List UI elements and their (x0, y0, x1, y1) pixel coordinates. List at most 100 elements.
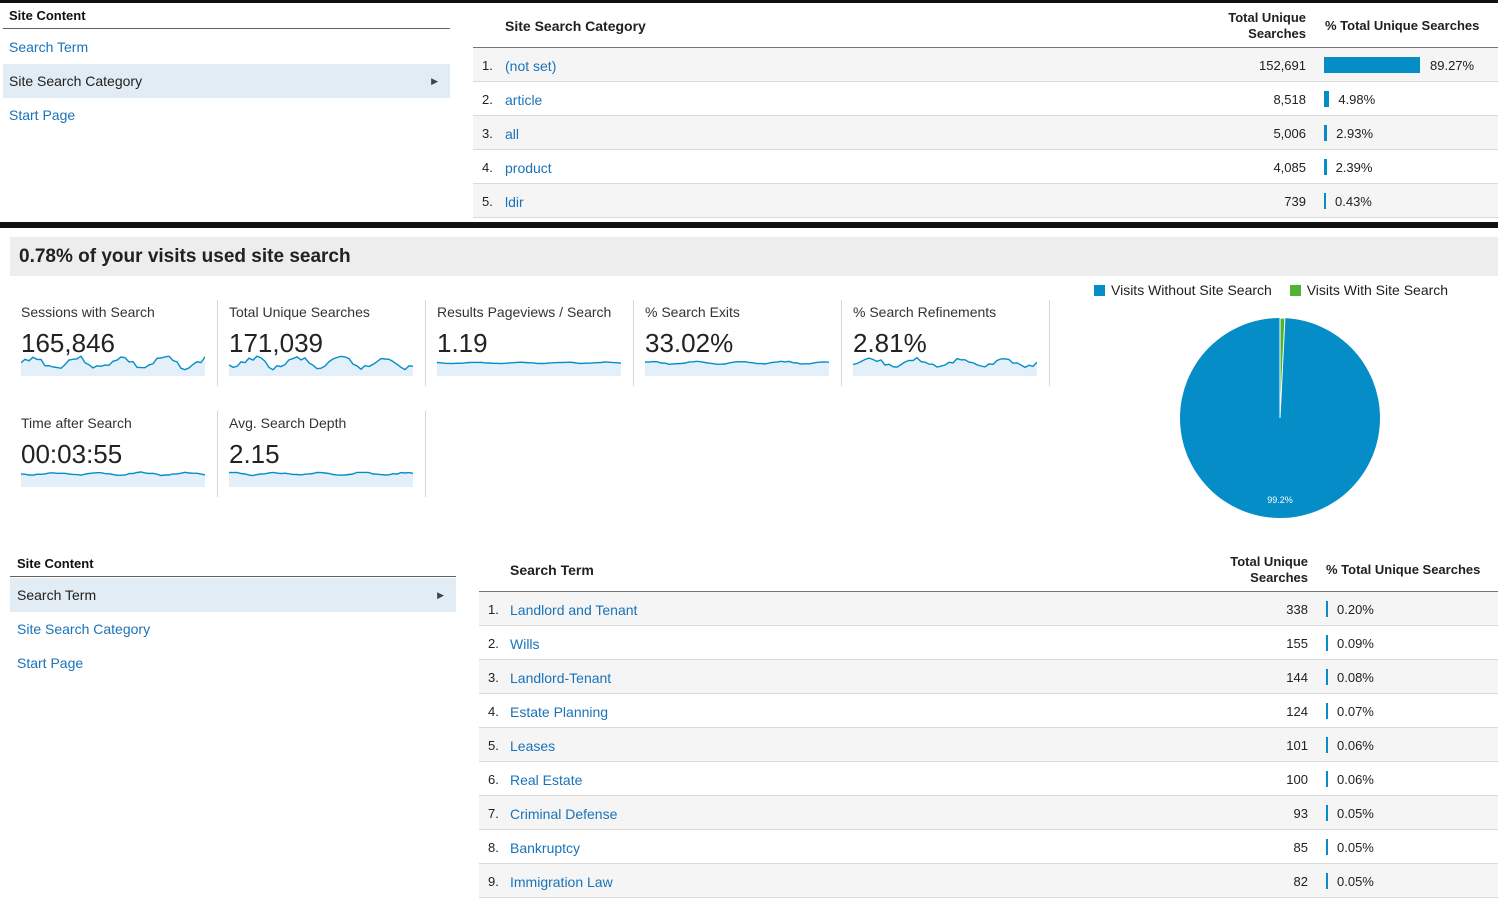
metric-card[interactable]: % Search Refinements 2.81% (842, 300, 1050, 386)
row-pct: 0.06% (1337, 772, 1374, 787)
row-index: 9. (488, 874, 499, 889)
row-link[interactable]: Wills (510, 636, 540, 652)
row-link[interactable]: Estate Planning (510, 704, 609, 720)
metric-value: 2.81% (853, 328, 927, 358)
metric-value: 1.19 (437, 328, 488, 358)
metric-label: Total Unique Searches (229, 304, 370, 320)
row-link[interactable]: Bankruptcy (510, 840, 581, 856)
metric-card[interactable]: % Search Exits 33.02% (634, 300, 842, 386)
metric-card[interactable]: Time after Search 00:03:55 (10, 411, 218, 497)
row-index: 6. (488, 772, 499, 787)
table-row: 3. all 5,006 2.93% (473, 116, 1498, 150)
row-index: 3. (488, 670, 499, 685)
row-pct-bar (1326, 635, 1328, 651)
row-pct: 2.93% (1336, 126, 1374, 141)
table-row: 7. Criminal Defense 93 0.05% (479, 796, 1498, 830)
row-link[interactable]: Criminal Defense (510, 806, 618, 822)
row-pct: 2.39% (1335, 160, 1373, 175)
site-search-category-table: Site Search Category Total Unique Searche… (473, 4, 1498, 218)
site-content-header: Site Content (3, 8, 450, 29)
column-header-searches[interactable]: Total Unique Searches (1230, 554, 1308, 585)
sparkline (229, 355, 413, 376)
summary-headline: 0.78% of your visits used site search (10, 237, 1498, 276)
caret-right-icon: ▶ (437, 590, 444, 600)
metric-label: % Search Refinements (853, 304, 997, 320)
pie-legend: Visits Without Site Search Visits With S… (1094, 282, 1462, 298)
row-link[interactable]: Real Estate (510, 772, 583, 788)
nav-item-label: Start Page (17, 655, 84, 671)
row-searches: 144 (1286, 670, 1308, 685)
column-header-pct[interactable]: % Total Unique Searches (1325, 18, 1480, 33)
site-search-pie-chart[interactable]: 99.2% (1178, 316, 1382, 520)
nav-item-site-search-category[interactable]: Site Search Category ▶ (3, 64, 450, 98)
row-pct: 0.05% (1337, 874, 1374, 889)
row-link[interactable]: Immigration Law (510, 874, 613, 890)
metric-label: % Search Exits (645, 304, 740, 320)
row-link[interactable]: Landlord and Tenant (510, 602, 638, 618)
legend-item-with[interactable]: Visits With Site Search (1289, 282, 1448, 298)
row-pct-bar (1326, 703, 1328, 719)
sparkline (645, 360, 829, 376)
nav-item-label: Site Search Category (17, 621, 151, 637)
metric-value: 171,039 (229, 328, 323, 358)
row-link[interactable]: Landlord-Tenant (510, 670, 612, 686)
nav-item-start-page[interactable]: Start Page (3, 98, 450, 132)
row-pct: 0.05% (1337, 840, 1374, 855)
row-pct-bar (1326, 839, 1328, 855)
table-row: 9. Immigration Law 82 0.05% (479, 864, 1498, 898)
nav-item-search-term[interactable]: Search Term (3, 30, 450, 64)
sparkline (853, 356, 1037, 376)
row-pct: 4.98% (1338, 92, 1376, 107)
sparkline (437, 361, 621, 376)
row-pct-bar (1324, 125, 1328, 141)
table-body: 1. Landlord and Tenant 338 0.20% 2. Wills 155 0… (479, 592, 1498, 898)
table-header: Search Term Total Unique Searches % Total… (479, 548, 1498, 592)
row-link[interactable]: (not set) (505, 58, 557, 74)
row-link[interactable]: article (505, 92, 543, 108)
metric-card[interactable]: Avg. Search Depth 2.15 (218, 411, 426, 497)
column-header-category: Site Search Category (505, 18, 646, 34)
top-border (0, 0, 1498, 3)
row-pct: 89.27% (1430, 58, 1475, 73)
nav-item-site-search-category[interactable]: Site Search Category (10, 612, 456, 646)
pie-slice-with[interactable] (1279, 317, 1286, 419)
row-link[interactable]: product (505, 160, 552, 176)
metric-card[interactable]: Total Unique Searches 171,039 (218, 300, 426, 386)
site-content-nav-top: Site Content Search Term Site Search Cat… (3, 8, 450, 132)
row-pct-bar (1326, 805, 1328, 821)
row-pct-bar (1326, 737, 1328, 753)
search-term-table: Search Term Total Unique Searches % Total… (479, 548, 1498, 898)
table-row: 1. (not set) 152,691 89.27% (473, 48, 1498, 82)
row-link[interactable]: ldir (505, 194, 524, 210)
table-row: 4. product 4,085 2.39% (473, 150, 1498, 184)
metric-card[interactable]: Sessions with Search 165,846 (10, 300, 218, 386)
nav-item-label: Search Term (17, 587, 97, 603)
column-header-searches[interactable]: Total Unique Searches (1228, 10, 1306, 41)
row-pct: 0.08% (1337, 670, 1374, 685)
table-row: 3. Landlord-Tenant 144 0.08% (479, 660, 1498, 694)
row-index: 5. (488, 738, 499, 753)
table-row: 8. Bankruptcy 85 0.05% (479, 830, 1498, 864)
row-link[interactable]: Leases (510, 738, 556, 754)
nav-item-label: Start Page (9, 107, 76, 123)
row-searches: 4,085 (1273, 160, 1306, 175)
row-link[interactable]: all (505, 126, 520, 142)
row-searches: 85 (1293, 840, 1308, 855)
legend-item-without[interactable]: Visits Without Site Search (1094, 282, 1272, 298)
column-header-pct[interactable]: % Total Unique Searches (1326, 562, 1481, 577)
sparkline (229, 471, 413, 487)
metric-card[interactable]: Results Pageviews / Search 1.19 (426, 300, 634, 386)
row-pct: 0.06% (1337, 738, 1374, 753)
row-index: 4. (482, 160, 493, 175)
caret-right-icon: ▶ (431, 76, 438, 86)
row-pct-bar (1324, 159, 1327, 175)
legend-swatch (1289, 285, 1301, 296)
site-content-header: Site Content (10, 556, 456, 577)
nav-item-start-page[interactable]: Start Page (10, 646, 456, 680)
metric-label: Avg. Search Depth (229, 415, 347, 431)
metric-label: Results Pageviews / Search (437, 304, 612, 320)
row-pct-bar (1324, 91, 1330, 107)
metric-value: 33.02% (645, 328, 734, 358)
nav-item-search-term[interactable]: Search Term ▶ (10, 578, 456, 612)
row-searches: 93 (1293, 806, 1308, 821)
